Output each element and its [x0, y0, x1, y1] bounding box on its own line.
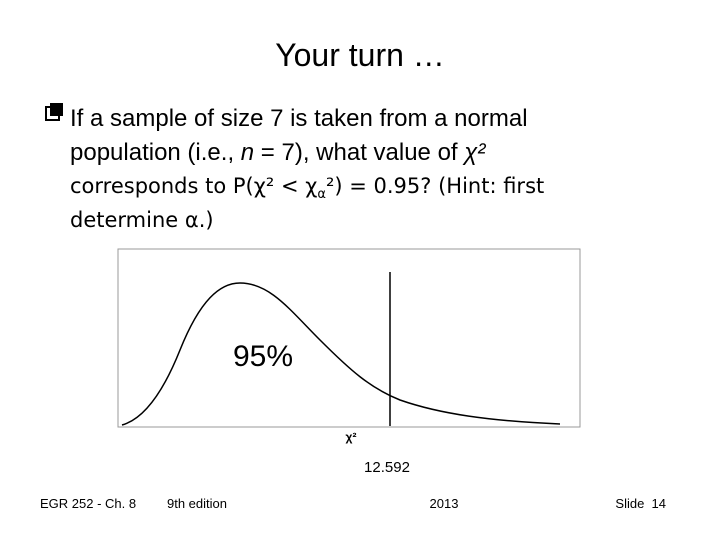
text: = 7), what value of — [254, 139, 464, 166]
text: n — [241, 139, 254, 166]
bullet-line: If a sample of size 7 is taken from a no… — [70, 105, 528, 132]
text: determine α.) — [70, 208, 214, 232]
area-label: 95% — [233, 340, 293, 373]
text: ²) = 0.95? (Hint: first — [326, 174, 544, 198]
text: α — [317, 187, 326, 202]
critical-value: 12.592 — [364, 459, 410, 476]
footer-slide: Slide 14 — [615, 496, 666, 511]
text: If a sample of size 7 is taken from a no… — [70, 105, 528, 132]
bullet-line: population (i.e., n = 7), what value of … — [70, 139, 486, 166]
text: population (i.e., — [70, 139, 241, 166]
footer-course: EGR 252 - Ch. 8 — [40, 496, 136, 511]
slide-title: Your turn … — [275, 37, 445, 73]
footer-edition: 9th edition — [167, 496, 227, 511]
bullet-line: corresponds to P(χ² < χα²) = 0.95? (Hint… — [70, 174, 544, 202]
bullet-icon — [50, 103, 63, 116]
figure-frame — [117, 248, 581, 428]
axis-label: χ² — [346, 430, 357, 444]
text: corresponds to P(χ² < χ — [70, 174, 317, 198]
bullet-line: determine α.) — [70, 208, 214, 232]
text: χ² — [462, 139, 486, 166]
footer-year: 2013 — [430, 496, 459, 511]
distribution-curve — [121, 282, 561, 426]
